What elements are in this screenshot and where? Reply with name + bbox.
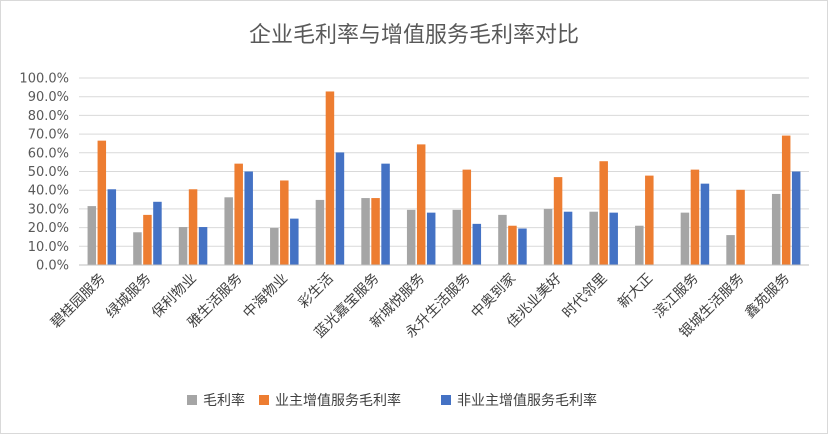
legend-swatch (187, 395, 197, 405)
gridlines (79, 77, 809, 247)
bar (781, 135, 791, 265)
bar (335, 152, 345, 265)
bar (143, 214, 152, 265)
bar (543, 208, 553, 265)
y-tick-label: 100.0% (19, 72, 69, 87)
y-tick-label: 40.0% (28, 184, 69, 199)
legend: 毛利率 业主增值服务毛利率 非业主增值服务毛利率 (187, 392, 597, 409)
legend-swatch (441, 395, 451, 405)
bar (416, 144, 426, 265)
y-tick-label: 0.0% (36, 259, 69, 274)
bar (87, 206, 97, 265)
bar (234, 163, 243, 265)
bar (361, 198, 370, 265)
bar (244, 171, 253, 265)
y-tick-label: 10.0% (28, 240, 69, 255)
y-tick-label: 60.0% (28, 146, 69, 161)
legend-label: 非业主增值服务毛利率 (457, 392, 597, 409)
bar (498, 214, 507, 265)
bar (599, 161, 608, 265)
x-tick-label: 时代邻里 (560, 271, 611, 322)
bar (508, 225, 517, 265)
legend-label: 毛利率 (203, 392, 245, 409)
bar (107, 189, 117, 265)
y-tick-label: 80.0% (28, 109, 69, 124)
bar (290, 218, 299, 265)
bar (381, 163, 390, 265)
bar (198, 227, 208, 265)
y-tick-label: 50.0% (28, 165, 69, 180)
x-tick-label: 新大正 (615, 271, 656, 312)
x-tick-label: 鑫苑服务 (741, 270, 793, 322)
x-tick-label: 碧桂园服务 (48, 271, 109, 332)
y-tick-label: 20.0% (28, 221, 69, 236)
bar (462, 169, 472, 265)
bar (188, 189, 198, 265)
bar (645, 175, 654, 265)
bar (635, 225, 644, 265)
chart-title: 企业毛利率与增值服务毛利率对比 (249, 23, 579, 48)
x-tick-label: 中海物业 (240, 271, 291, 322)
bar (680, 212, 690, 265)
bar (518, 228, 527, 265)
bar (690, 169, 700, 265)
bar (178, 227, 188, 265)
bar (406, 209, 416, 265)
y-axis-ticks: 0.0% 10.0% 20.0% 30.0% 40.0% 50.0% 60.0% 70.0% 8… (19, 72, 69, 274)
bar (280, 180, 289, 265)
bar (325, 91, 335, 266)
bar (153, 201, 162, 265)
bar (700, 183, 710, 265)
legend-swatch (259, 395, 269, 405)
bar (589, 211, 598, 265)
bar (791, 171, 801, 265)
y-tick-label: 30.0% (28, 202, 69, 217)
bar (726, 235, 735, 265)
x-tick-label: 彩生活 (296, 271, 337, 312)
bar (472, 223, 482, 265)
bar (736, 189, 745, 265)
bar (563, 211, 573, 265)
x-tick-label: 绿城服务 (103, 271, 154, 322)
bar (553, 177, 563, 265)
y-tick-label: 90.0% (28, 90, 69, 105)
bar (371, 198, 380, 265)
bar (452, 209, 462, 265)
legend-label: 业主增值服务毛利率 (275, 392, 401, 409)
bar (133, 232, 142, 265)
bar (224, 197, 233, 265)
bar (426, 212, 436, 265)
bar (609, 212, 618, 265)
bar (270, 227, 279, 265)
bar (771, 193, 781, 265)
bar (97, 140, 107, 265)
bars (87, 91, 801, 266)
bar (315, 199, 325, 265)
y-tick-label: 70.0% (28, 128, 69, 143)
